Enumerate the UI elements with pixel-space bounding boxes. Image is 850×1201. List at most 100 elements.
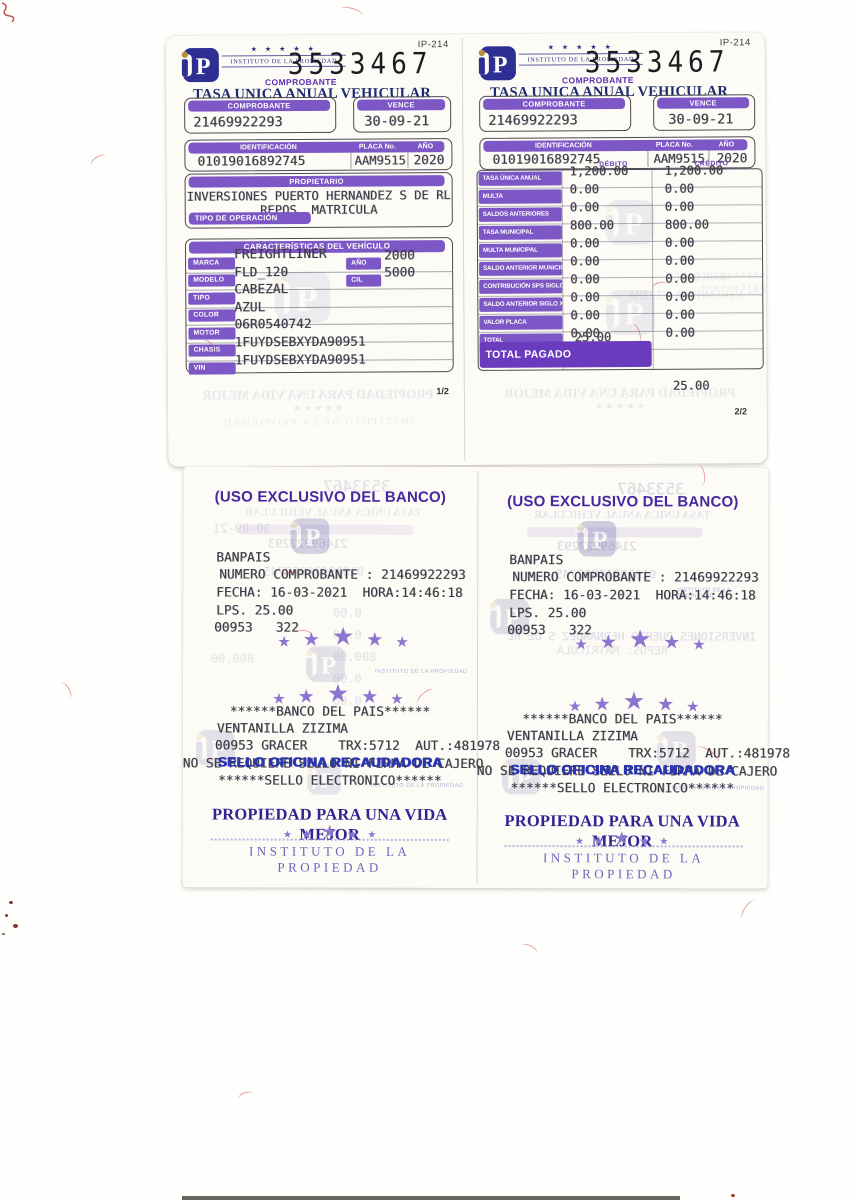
amount-credit: 0.00 xyxy=(665,325,695,340)
page-marker: 1/2 xyxy=(436,386,449,397)
amount-credit: 0.00 xyxy=(665,271,695,286)
scan-speck xyxy=(731,1194,735,1197)
anio-cell-label: AÑO xyxy=(346,257,382,270)
amount-label: CONTRIBUCIÓN SPS SIGLO XXI xyxy=(479,279,563,295)
receipt-sheet: PROPIEDAD PARA UNA VIDA MEJOR ★ ★ ★ ★ ★ … xyxy=(165,32,768,467)
bleed-ip-logo xyxy=(573,520,617,557)
page-marker: 2/2 xyxy=(734,406,748,417)
total-pagado-bar: TOTAL PAGADO xyxy=(479,340,652,368)
anio-value: 2020 xyxy=(413,153,445,169)
vehicle-box: CARACTERÍSTICAS DEL VEHÍCULO MARCA FREIG… xyxy=(184,237,454,375)
amount-label: MULTA xyxy=(478,189,562,205)
vence-value: 30-09-21 xyxy=(668,111,734,128)
bleed-title: TASA UNICA ANUAL VEHICULAR xyxy=(534,509,711,522)
tipo-value: CABEZAL xyxy=(234,282,289,298)
amount-row: TASA ÚNICA ANUAL 1,200.00 1,200.00 xyxy=(477,163,762,189)
amount-credit: 0.00 xyxy=(664,199,695,214)
oficina-stamp: SELLO OFICINA RECAUDADORA xyxy=(217,754,443,770)
comprobante-label: COMPROBANTE xyxy=(188,99,331,112)
placa-label: PLACA No. xyxy=(358,143,396,151)
bleed-amount: 800.00 xyxy=(211,651,255,666)
placa-value: AAM9515 xyxy=(354,153,406,168)
amount-credit: 0.00 xyxy=(665,253,695,268)
security-mark: INSTITUTO DE LA PROPIEDAD xyxy=(375,668,468,675)
amount-credit: 0.00 xyxy=(664,235,695,250)
amount-label: TASA ÚNICA ANUAL xyxy=(478,171,562,187)
vence-label: VENCE xyxy=(357,99,446,111)
amount-debit: 0.00 xyxy=(569,200,600,215)
bleed-stars: ★ ★ ★ ★ ★ xyxy=(594,400,646,412)
amount-debit: 0.00 xyxy=(570,272,600,287)
amount-label: TASA MUNICIPAL xyxy=(478,225,562,241)
motor-label: MOTOR xyxy=(188,327,236,340)
amount-credit: 1,200.00 xyxy=(664,163,724,178)
amount-row: MULTA MUNICIPAL 0.00 0.00 xyxy=(477,236,763,261)
stamp-overlap: NO SE REQUIERE SELLO NI FIRMA DE CAJERO … xyxy=(183,754,484,772)
scan-fiber xyxy=(236,1089,256,1105)
stars-icon: ★ ★ ★ ★ ★ xyxy=(277,622,409,651)
identificacion-label: IDENTIFICACIÓN xyxy=(239,144,297,152)
col-divider xyxy=(407,152,409,169)
col-divider xyxy=(350,152,352,169)
bank-name: BANPAIS xyxy=(509,553,564,569)
amount-credit: 0.00 xyxy=(665,307,695,322)
fecha-line: FECHA: 16-03-2021 HORA:14:46:18 xyxy=(509,588,756,604)
vence-box: VENCE 30-09-21 xyxy=(653,94,756,131)
chasis-value: 1FUYDSEBXYDA90951 xyxy=(234,334,366,351)
stamp-overlap: NO SE REQUIERE SELLO NI FIRMA DE CAJERO … xyxy=(477,762,778,780)
anio-cell-value: 2000 xyxy=(383,248,415,264)
amount-debit: 800.00 xyxy=(569,218,614,233)
vence-value: 30-09-21 xyxy=(364,113,430,130)
vence-box: VENCE 30-09-21 xyxy=(353,96,452,133)
scan-edge-line xyxy=(182,1196,680,1200)
ip-logo xyxy=(474,46,516,81)
color-value: AZUL xyxy=(234,300,266,316)
scan-fiber xyxy=(88,151,110,171)
vehicle-row: VIN 1FUYDSEBXYDA90951 xyxy=(187,352,453,378)
receipt-stub-2: PROPIEDAD PARA UNA VIDA MEJOR ★ ★ ★ ★ ★ … xyxy=(463,32,768,465)
pen-scribble xyxy=(1,2,15,23)
amount-label: SALDOS ANTERIORES xyxy=(478,207,562,223)
anio-label: AÑO xyxy=(718,141,735,149)
bank-name: BANPAIS xyxy=(216,550,271,566)
amount-label: SALDO ANTERIOR MUNICIPAL xyxy=(479,261,563,277)
ventanilla-line: VENTANILLA ZIZIMA xyxy=(216,721,348,737)
amount-credit: 0.00 xyxy=(665,289,695,304)
bleed-footer: INSTITUTO DE LA PROPIEDAD xyxy=(222,416,414,429)
bleed-bar xyxy=(527,527,703,538)
bank-use-header: (USO EXCLUSIVO DEL BANCO) xyxy=(214,488,447,506)
amount-debit: 0.00 xyxy=(570,290,600,305)
vin-label: VIN xyxy=(188,362,236,375)
amount-debit: 0.00 xyxy=(570,308,600,323)
amount-debit: 0.00 xyxy=(570,254,600,269)
bleed-stars: ★ ★ ★ ★ ★ xyxy=(292,402,344,414)
scan-speck xyxy=(13,924,18,928)
identificacion-label: IDENTIFICACIÓN xyxy=(534,142,592,150)
vehicle-row: COLOR AZUL xyxy=(186,300,453,327)
amount-row: VALOR PLACA 0.00 0.00 xyxy=(478,308,763,333)
banco-line: ******BANCO DEL PAIS****** xyxy=(229,704,431,720)
motor-value: 06R0540742 xyxy=(234,317,312,333)
amount-row: SALDOS ANTERIORES 0.00 0.00 xyxy=(477,200,762,225)
trx-line: 00953 GRACER TRX:5712 AUT.:481978 xyxy=(214,738,500,755)
amount-row: MULTA 0.00 0.00 xyxy=(477,182,762,207)
identification-box: IDENTIFICACIÓN PLACA No. AÑO 01019016892… xyxy=(184,138,453,172)
footer-org: INSTITUTO DE LA PROPIEDAD xyxy=(210,838,449,876)
propietario-label: PROPIETARIO xyxy=(188,175,445,188)
vin-value: 1FUYDSEBXYDA90951 xyxy=(234,352,366,368)
scan-fiber xyxy=(738,898,760,922)
stars-icon: ★ ★ ★ ★ ★ xyxy=(568,687,700,716)
bleed-title: TASA UNICA ANUAL VEHICULAR xyxy=(245,506,422,519)
amount-row: SALDO ANTERIOR SIGLO XXI 0.00 0.00 xyxy=(478,290,763,315)
comprobante-line: NUMERO COMPROBANTE : 21469922293 xyxy=(512,570,759,586)
monto-line: LPS. 25.00 xyxy=(509,606,587,622)
bleed-comprobante: 21469922293 xyxy=(268,536,348,551)
identificacion-value: 01019016892745 xyxy=(197,153,306,170)
cil-cell-label: CIL xyxy=(346,274,382,287)
comprobante-label: COMPROBANTE xyxy=(483,98,626,110)
bank-slip-2: 3533467 TASA UNICA ANUAL VEHICULAR 21469… xyxy=(477,467,790,889)
amount-debit: 0.00 xyxy=(569,236,600,251)
tipo-label: TIPO xyxy=(188,292,236,305)
comprobante-box: COMPROBANTE 21469922293 xyxy=(184,96,337,134)
total-pagado-credit: 25.00 xyxy=(672,378,710,393)
